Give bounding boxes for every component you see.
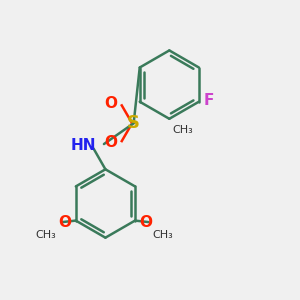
Text: O: O: [104, 135, 117, 150]
Text: CH₃: CH₃: [153, 230, 174, 239]
Text: F: F: [203, 93, 214, 108]
Text: S: S: [127, 114, 140, 132]
Text: CH₃: CH₃: [172, 125, 193, 135]
Text: HN: HN: [71, 138, 97, 153]
Text: O: O: [58, 214, 71, 230]
Text: O: O: [104, 96, 117, 111]
Text: O: O: [140, 214, 152, 230]
Text: CH₃: CH₃: [36, 230, 56, 239]
